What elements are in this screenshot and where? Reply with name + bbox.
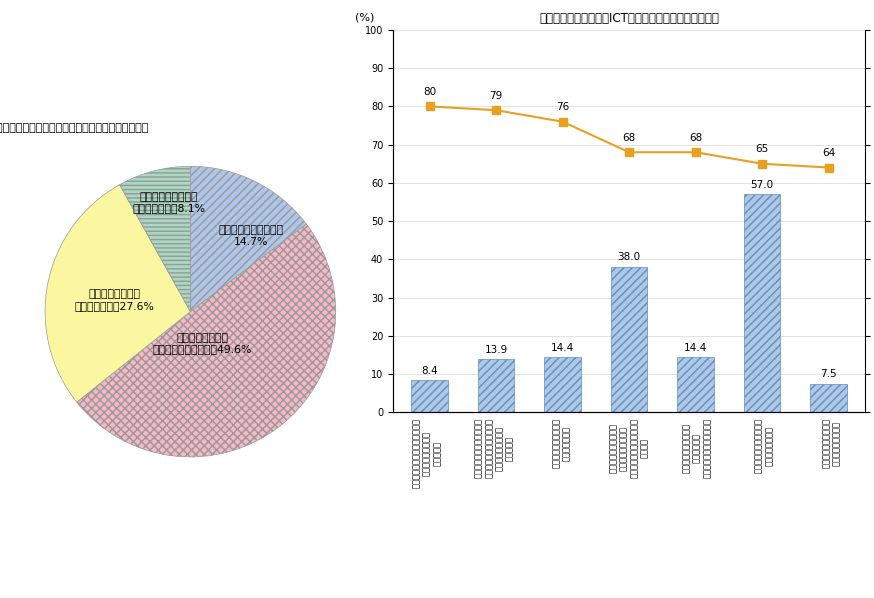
Text: 76: 76 <box>556 102 569 112</box>
Bar <box>677 357 714 412</box>
Text: ご当地キャラクター、
ご当地グルメなどの
インターネットを活用した
ＰＲ活動: ご当地キャラクター、 ご当地グルメなどの インターネットを活用した ＰＲ活動 <box>609 418 649 478</box>
Text: 【ICT利活用が街づくりなどの地方創生に役立っているか】: 【ICT利活用が街づくりなどの地方創生に役立っているか】 <box>0 121 149 132</box>
Text: 68: 68 <box>689 133 702 143</box>
Text: ＩＣＴ関連企業などの
誘致・支援活動: ＩＣＴ関連企業などの 誘致・支援活動 <box>551 418 572 468</box>
Title: 【地域活性化に役立つICTを活用した取組の実施状況】: 【地域活性化に役立つICTを活用した取組の実施状況】 <box>539 11 719 25</box>
Wedge shape <box>45 185 191 402</box>
Bar <box>810 383 847 412</box>
Text: 13.9: 13.9 <box>484 344 508 355</box>
Text: どちらかと言えば
役立っていると思う、49.6%: どちらかと言えば 役立っていると思う、49.6% <box>152 332 252 355</box>
Text: 79: 79 <box>489 91 503 100</box>
Text: 68: 68 <box>622 133 635 143</box>
Wedge shape <box>120 166 191 312</box>
Text: ＩＣＴ人材育成・支援活動
（ＩＣＴ関連講座の開設、
アプリコンテスト、
助成金等）: ＩＣＴ人材育成・支援活動 （ＩＣＴ関連講座の開設、 アプリコンテスト、 助成金等… <box>474 418 514 478</box>
Bar <box>611 267 648 412</box>
Text: 14.4: 14.4 <box>684 343 707 353</box>
Text: 80: 80 <box>423 87 436 97</box>
Text: 65: 65 <box>755 144 769 154</box>
Text: 地域企業のＩＣＴ利活用の支援
（指導員等の派遣、
助成金等）: 地域企業のＩＣＴ利活用の支援 （指導員等の派遣、 助成金等） <box>412 418 441 488</box>
Text: 地域のＩＣＴ関連企業
からの優先的な調達: 地域のＩＣＴ関連企業 からの優先的な調達 <box>822 418 841 468</box>
Wedge shape <box>77 224 336 457</box>
Text: 64: 64 <box>822 148 836 158</box>
Text: ほとんど役に立って
いないと思う、8.1%: ほとんど役に立って いないと思う、8.1% <box>132 192 205 213</box>
Y-axis label: (%): (%) <box>355 12 374 22</box>
Bar <box>478 359 515 412</box>
Bar <box>744 194 780 412</box>
Wedge shape <box>191 166 307 312</box>
Text: 14.4: 14.4 <box>551 343 574 353</box>
Text: 役立っていると思う、
14.7%: 役立っていると思う、 14.7% <box>218 225 284 247</box>
Text: 映像、音楽、アニメ、
ゲームなどの
コンテンツを活用した取組: 映像、音楽、アニメ、 ゲームなどの コンテンツを活用した取組 <box>682 418 711 478</box>
Text: 8.4: 8.4 <box>421 365 438 376</box>
Text: ふるさと納税を活用した
地場産業の活性化: ふるさと納税を活用した 地場産業の活性化 <box>754 418 773 473</box>
Bar <box>545 357 581 412</box>
Text: あまり役に立って
いないと思う、27.6%: あまり役に立って いないと思う、27.6% <box>75 289 155 311</box>
Text: 57.0: 57.0 <box>751 180 773 190</box>
Text: 7.5: 7.5 <box>821 369 837 379</box>
Bar <box>412 380 447 412</box>
Text: 38.0: 38.0 <box>618 252 641 263</box>
